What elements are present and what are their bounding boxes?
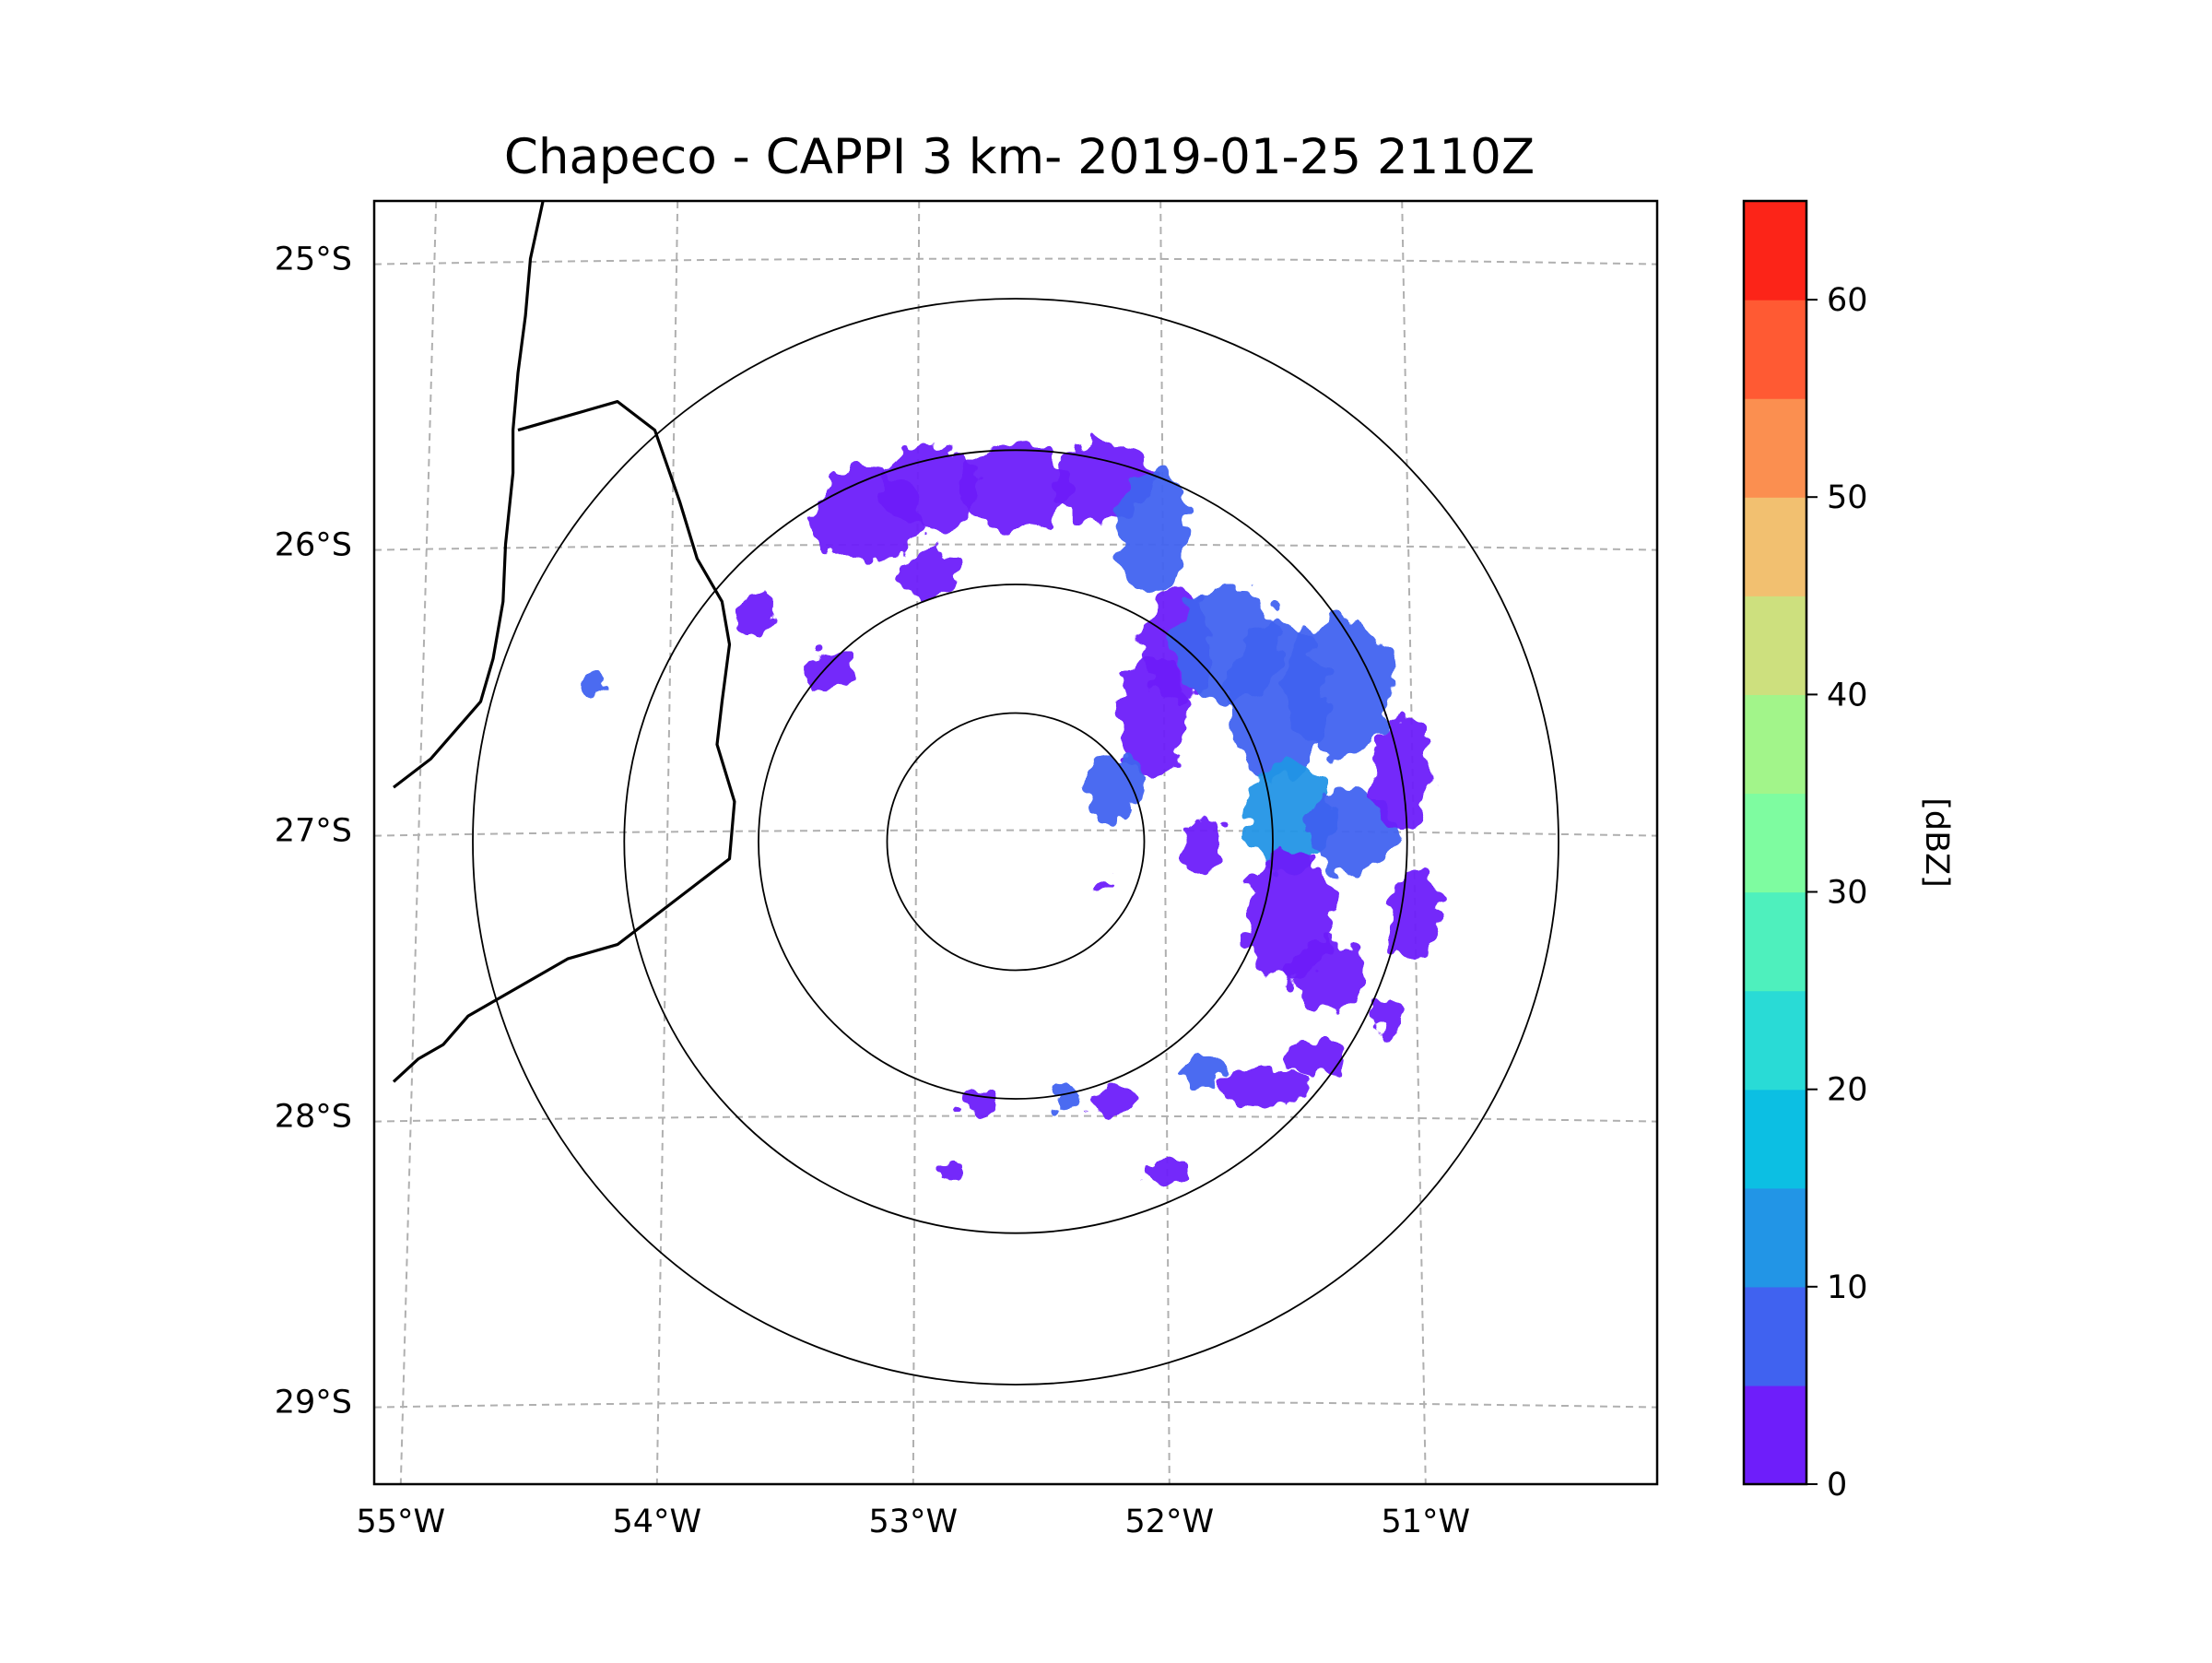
echo-cell-16 <box>1389 873 1439 960</box>
y-tick-label-3: 28°S <box>275 1099 352 1136</box>
range-ring-2 <box>623 449 1408 1234</box>
colorbar-label: [dBZ] <box>1918 797 1955 888</box>
y-tick-label-4: 29°S <box>275 1385 352 1421</box>
colorbar-segment-5 <box>1744 891 1806 992</box>
echo-cell-29 <box>941 1164 966 1182</box>
echo-cell-14 <box>1289 938 1364 1008</box>
colorbar-tick-label-1: 10 <box>1827 1269 1868 1306</box>
echo-cell-12 <box>1306 787 1397 874</box>
gridline-lon-0 <box>399 201 438 1484</box>
y-tick-label-1: 26°S <box>275 527 352 564</box>
range-ring-3 <box>472 298 1559 1386</box>
colorbar-segment-0 <box>1744 1385 1806 1485</box>
colorbar-segment-7 <box>1744 694 1806 795</box>
boundary-line-0 <box>393 201 545 789</box>
echo-cell-25 <box>1050 1081 1081 1111</box>
colorbar-tick-label-4: 40 <box>1827 677 1868 714</box>
x-tick-label-2: 53°W <box>868 1504 958 1540</box>
echo-cell-27 <box>1140 1159 1190 1188</box>
colorbar-segment-8 <box>1744 596 1806 695</box>
echo-cell-31 <box>1373 998 1405 1033</box>
gridline-lat-1 <box>374 543 1657 551</box>
colorbar-segment-3 <box>1744 1089 1806 1189</box>
colorbar-segment-12 <box>1744 201 1806 301</box>
boundary-line-1 <box>392 400 736 1083</box>
echo-cell-21 <box>580 666 606 696</box>
range-ring-1 <box>758 584 1274 1100</box>
y-tick-label-0: 25°S <box>275 242 352 278</box>
echo-cell-19 <box>804 650 854 696</box>
colorbar-segment-1 <box>1744 1286 1806 1386</box>
colorbar-segment-4 <box>1744 990 1806 1091</box>
colorbar-segment-6 <box>1744 793 1806 893</box>
x-tick-label-1: 54°W <box>612 1504 701 1540</box>
gridline-lon-3 <box>1159 201 1171 1484</box>
echo-cell-4 <box>1117 466 1188 594</box>
x-tick-label-4: 51°W <box>1381 1504 1470 1540</box>
echo-cell-18 <box>899 549 959 596</box>
colorbar-tick-label-2: 20 <box>1827 1072 1868 1109</box>
echo-cell-30 <box>1095 879 1111 896</box>
echo-cell-26 <box>1090 1087 1140 1116</box>
gridline-lat-0 <box>374 257 1657 265</box>
x-tick-label-3: 52°W <box>1124 1504 1214 1540</box>
x-tick-label-0: 55°W <box>356 1504 445 1540</box>
map-frame <box>372 199 1659 1486</box>
echo-cell-10 <box>1284 619 1394 756</box>
colorbar-segment-10 <box>1744 398 1806 498</box>
echo-cell-28 <box>958 1090 999 1114</box>
echo-cell-2 <box>960 444 1071 531</box>
y-tick-label-2: 27°S <box>275 813 352 850</box>
colorbar-frame <box>1742 199 1808 1486</box>
range-ring-0 <box>886 712 1146 972</box>
gridline-lat-4 <box>374 1400 1657 1409</box>
gridline-lat-3 <box>374 1115 1657 1123</box>
echo-cell-23 <box>1219 1067 1310 1108</box>
colorbar-segment-2 <box>1744 1187 1806 1288</box>
gridline-lon-1 <box>655 201 679 1484</box>
echo-cell-24 <box>1284 1042 1345 1077</box>
echo-cell-22 <box>1182 1056 1223 1091</box>
echo-cell-20 <box>734 596 775 636</box>
colorbar-tick-label-0: 0 <box>1827 1467 1847 1504</box>
echo-cell-17 <box>1182 816 1223 874</box>
colorbar-segment-9 <box>1744 497 1806 596</box>
chart-title: Chapeco - CAPPI 3 km- 2019-01-25 2110Z <box>503 129 1535 185</box>
colorbar-tick-label-6: 60 <box>1827 282 1868 319</box>
gridline-lon-4 <box>1401 201 1427 1484</box>
gridline-lat-2 <box>374 829 1657 837</box>
echo-cell-7 <box>1085 752 1146 822</box>
colorbar-tick-label-5: 50 <box>1827 479 1868 516</box>
colorbar-segment-11 <box>1744 300 1806 399</box>
echo-cell-6 <box>1117 653 1188 779</box>
gridline-lon-2 <box>912 201 921 1484</box>
colorbar-tick-label-3: 30 <box>1827 875 1868 912</box>
